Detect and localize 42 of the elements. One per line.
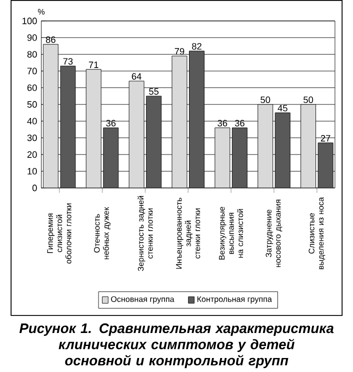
bar	[103, 128, 119, 188]
x-tick-label: Отечность небных дужек	[94, 207, 110, 260]
x-tick-label: Инъецированность задней стенки глотки	[176, 198, 200, 269]
x-tick-label: Везикулярные высыпания на слизистой	[218, 206, 243, 260]
y-tick-label: 90	[27, 34, 37, 41]
x-tick-label: Гиперемия слизистой оболочки глотки	[47, 203, 72, 264]
y-tick-label: 30	[27, 134, 37, 142]
data-label: 50	[303, 96, 313, 104]
y-tick-label: 40	[27, 118, 37, 124]
y-tick-label: 20	[27, 151, 37, 158]
bar	[146, 96, 162, 188]
x-tick-label: Слизистые выделения из носа	[308, 197, 326, 270]
data-label: 64	[132, 73, 142, 80]
bar	[232, 128, 248, 188]
data-label: 36	[218, 120, 228, 126]
y-axis-title: %	[38, 8, 44, 15]
x-tick-label: Зернистость задней стенки глотки	[137, 196, 153, 272]
y-tick-label: 50	[27, 101, 37, 108]
data-label: 36	[106, 120, 116, 126]
y-tick-label: 0	[32, 184, 37, 192]
text: Рисунок 1. Сравнительная характеристика клинических симптомов у детей основной и контрольной групп	[19, 323, 334, 368]
x-tick-label: Затруднение носового дыхания	[266, 200, 282, 268]
y-tick-label: 80	[27, 51, 37, 58]
legend-label: Контрольная группа	[197, 296, 272, 304]
y-tick-label: 70	[27, 68, 37, 74]
data-label: 71	[88, 62, 98, 68]
data-label: 73	[63, 58, 73, 65]
bar	[318, 142, 334, 188]
y-tick-label: 100	[22, 18, 37, 24]
data-label: 79	[174, 48, 184, 55]
y-tick-label: 60	[27, 84, 37, 91]
data-label: 86	[46, 36, 56, 43]
data-label: 36	[234, 120, 244, 126]
bar	[274, 112, 290, 188]
data-label: 55	[148, 88, 158, 95]
data-label: 45	[278, 104, 288, 112]
legend-label: Основная группа	[110, 296, 174, 304]
bar	[188, 50, 204, 188]
data-label: 82	[192, 43, 202, 50]
data-label: 50	[260, 96, 270, 104]
y-tick-label: 10	[28, 168, 37, 174]
bar	[60, 66, 76, 188]
